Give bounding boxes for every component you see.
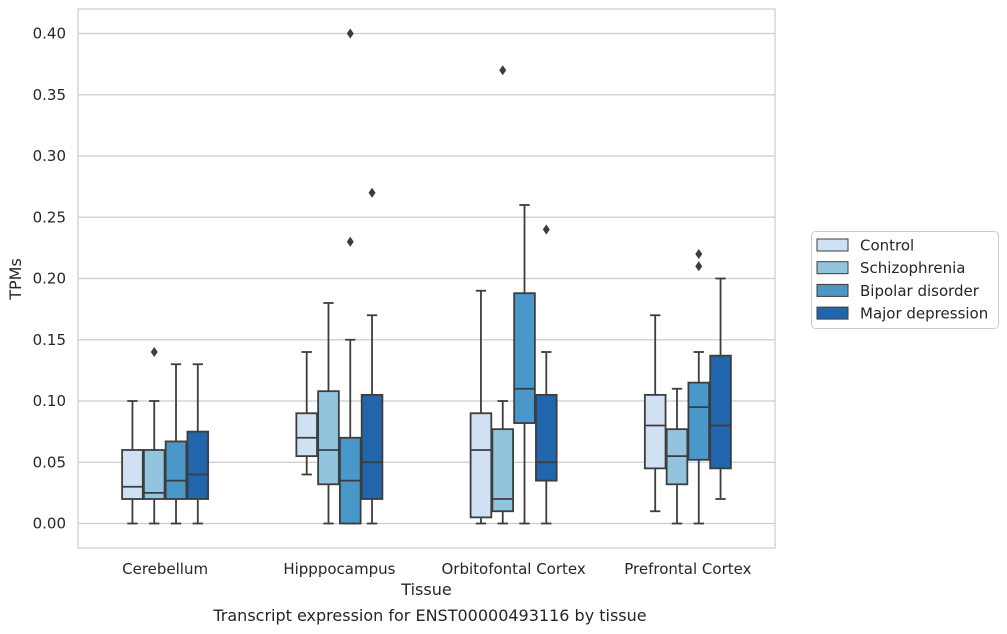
x-tick-label: Cerebellum — [122, 560, 208, 578]
y-tick-label: 0.40 — [33, 25, 66, 43]
legend: Control Schizophrenia Bipolar disorder Majo… — [811, 231, 999, 329]
box-bipolar-disorder — [513, 204, 536, 525]
box-major-depression — [535, 224, 558, 525]
outlier-point — [499, 65, 507, 76]
box-bipolar-disorder — [687, 249, 711, 525]
box-body — [643, 393, 667, 470]
box-control — [469, 289, 493, 525]
x-tick-label: Orbitofontal Cortex — [442, 560, 586, 578]
legend-swatch — [816, 238, 849, 252]
box-body — [317, 390, 340, 486]
legend-frame — [811, 231, 999, 329]
box-body — [709, 354, 732, 470]
box-layer — [121, 28, 732, 525]
box-schizophrenia — [665, 387, 689, 525]
outlier-point — [346, 236, 354, 247]
legend-swatch — [816, 306, 849, 320]
outlier-point — [695, 249, 703, 259]
legend-label: Control — [860, 237, 914, 255]
legend-swatch — [816, 283, 849, 297]
box-body — [186, 430, 210, 500]
box-control — [295, 351, 318, 476]
y-tick-label: 0.35 — [33, 86, 66, 104]
box-body — [295, 412, 318, 458]
outlier-point — [150, 347, 158, 357]
box-body — [687, 381, 711, 461]
x-tick-label: Prefrontal Cortex — [624, 560, 751, 578]
y-tick-label: 0.10 — [33, 392, 66, 410]
box-bipolar-disorder — [164, 363, 188, 525]
box-major-depression — [360, 187, 384, 525]
y-tick-label: 0.05 — [33, 453, 66, 471]
y-tick-label: 0.30 — [33, 147, 66, 165]
box-body — [121, 449, 144, 500]
x-tick-labels: Cerebellum Hipppocampus Orbitofontal Corte… — [122, 560, 751, 578]
box-body — [360, 393, 384, 500]
box-schizophrenia — [317, 302, 340, 525]
box-body — [164, 440, 188, 500]
box-schizophrenia — [491, 65, 514, 525]
boxplot-chart: 0.00 0.05 0.10 0.15 0.20 0.25 0.30 0.35 0.40 Cer… — [6, 8, 999, 599]
box-body — [491, 428, 514, 513]
x-tick-label: Hipppocampus — [283, 560, 395, 578]
box-body — [513, 292, 536, 424]
outlier-point — [368, 187, 376, 198]
outlier-point — [346, 28, 354, 39]
box-major-depression — [186, 363, 210, 525]
y-tick-label: 0.00 — [33, 515, 66, 533]
outlier-point — [695, 261, 703, 272]
figure-caption: Transcript expression for ENST0000049311… — [213, 606, 647, 625]
y-tick-labels: 0.00 0.05 0.10 0.15 0.20 0.25 0.30 0.35 0.40 — [33, 25, 66, 533]
box-body — [469, 412, 493, 519]
legend-swatch — [816, 261, 849, 275]
y-tick-label: 0.15 — [33, 331, 66, 349]
box-body — [142, 449, 166, 500]
box-major-depression — [709, 277, 732, 500]
y-axis-label: TPMs — [6, 258, 25, 301]
y-tick-label: 0.20 — [33, 270, 66, 288]
outlier-point — [542, 224, 550, 235]
box-schizophrenia — [142, 347, 166, 525]
legend-label: Bipolar disorder — [860, 282, 980, 300]
box-body — [535, 393, 558, 482]
legend-label: Major depression — [860, 305, 988, 323]
box-control — [643, 314, 667, 513]
x-axis-label: Tissue — [400, 580, 451, 599]
box-bipolar-disorder — [339, 28, 362, 525]
y-tick-label: 0.25 — [33, 208, 66, 226]
legend-label: Schizophrenia — [860, 259, 965, 277]
plot-frame — [77, 8, 776, 549]
box-control — [121, 400, 144, 525]
